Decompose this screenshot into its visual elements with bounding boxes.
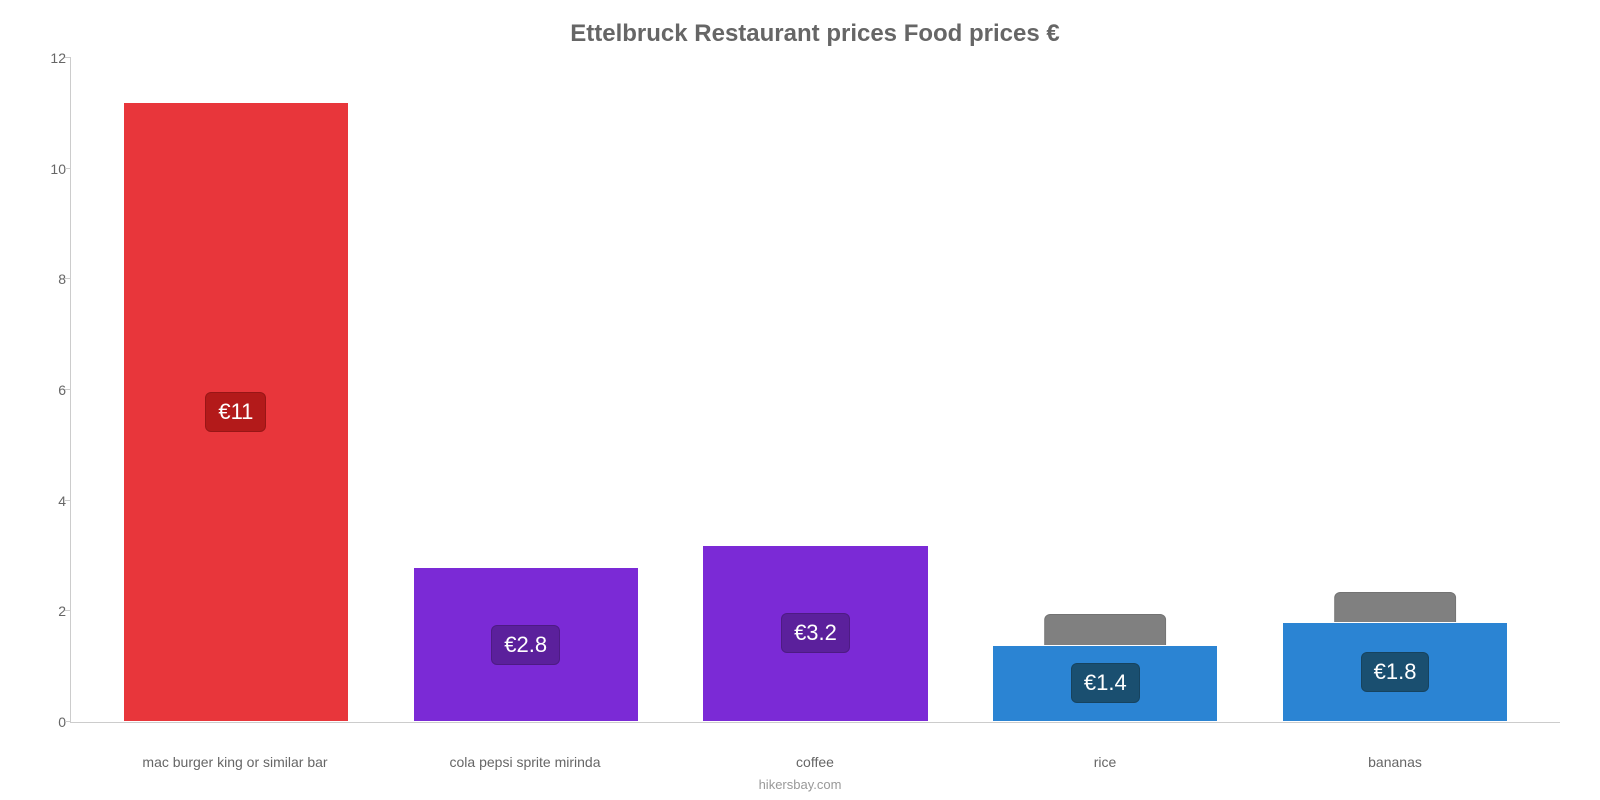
bar-group: €1.8 <box>1250 58 1540 722</box>
y-tick-mark <box>65 389 71 390</box>
y-tick-label: 6 <box>26 382 66 398</box>
bar-group: €1.4 <box>960 58 1250 722</box>
y-tick-mark <box>65 721 71 722</box>
y-tick-label: 4 <box>26 493 66 509</box>
y-tick-mark <box>65 57 71 58</box>
y-axis: 024681012 <box>26 58 66 722</box>
y-tick-mark <box>65 610 71 611</box>
y-tick-label: 8 <box>26 271 66 287</box>
bar-value-label: €11 <box>205 392 266 432</box>
chart-container: Ettelbruck Restaurant prices Food prices… <box>0 0 1600 800</box>
chart-title: Ettelbruck Restaurant prices Food prices… <box>70 20 1560 48</box>
bar-group: €11 <box>91 58 381 722</box>
y-tick-label: 2 <box>26 603 66 619</box>
bar-value-label: €2.8 <box>491 625 560 665</box>
bar-value-label: €1.4 <box>1071 663 1140 703</box>
y-tick-label: 0 <box>26 714 66 730</box>
bar: €1.4 <box>992 645 1218 722</box>
x-axis-label: cola pepsi sprite mirinda <box>380 754 670 770</box>
bar: €2.8 <box>413 567 639 722</box>
x-axis-label: mac burger king or similar bar <box>90 754 380 770</box>
bar-value-label: €1.8 <box>1361 652 1430 692</box>
x-axis-label: coffee <box>670 754 960 770</box>
bars-region: €11 €2.8 €3.2 €1.4 €1.8 <box>71 58 1560 722</box>
x-axis-label: rice <box>960 754 1250 770</box>
bar: €11 <box>123 102 349 722</box>
y-tick-mark <box>65 500 71 501</box>
y-tick-label: 12 <box>26 50 66 66</box>
x-axis-labels: mac burger king or similar barcola pepsi… <box>70 754 1560 770</box>
plot-area: 024681012 €11€2.8€3.2€1.4€1.8 <box>70 58 1560 723</box>
bar-group: €2.8 <box>381 58 671 722</box>
bar: €1.8 <box>1282 622 1508 722</box>
x-axis-label: bananas <box>1250 754 1540 770</box>
bar-group: €3.2 <box>671 58 961 722</box>
y-tick-label: 10 <box>26 161 66 177</box>
bar-value-label: €3.2 <box>781 613 850 653</box>
bar: €3.2 <box>702 545 928 722</box>
y-tick-mark <box>65 278 71 279</box>
credit-text: hikersbay.com <box>0 777 1600 792</box>
y-tick-mark <box>65 168 71 169</box>
